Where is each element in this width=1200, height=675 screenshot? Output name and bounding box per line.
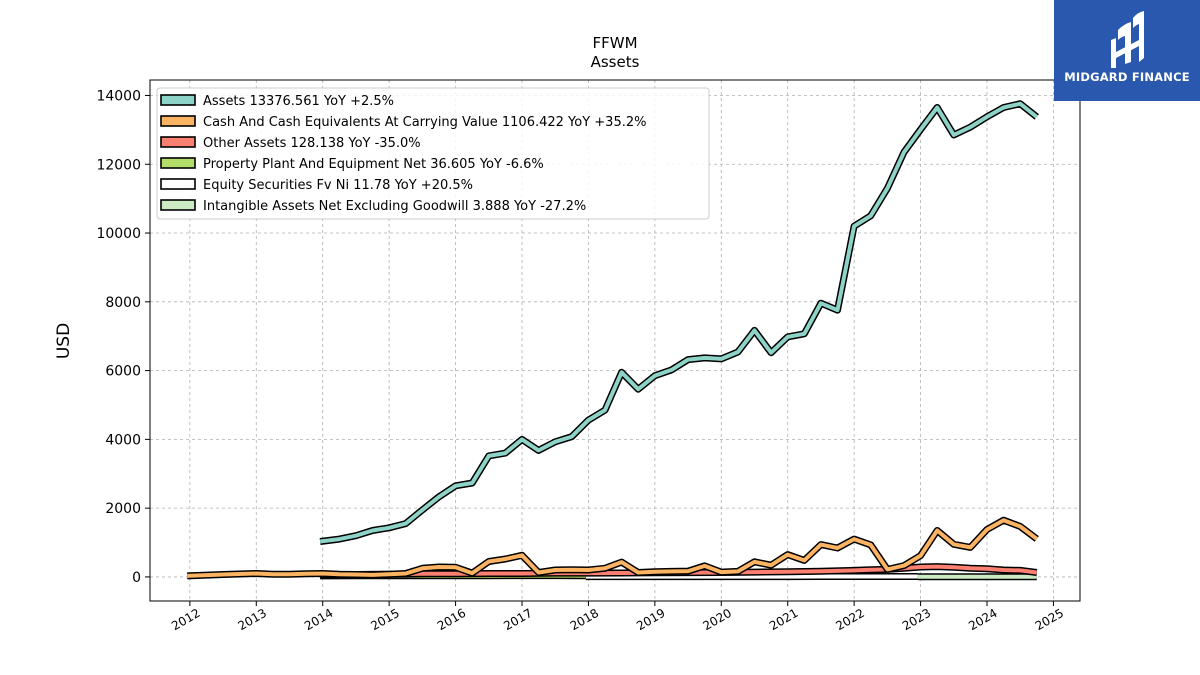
chart-subtitle: Assets xyxy=(591,53,640,71)
legend-swatch xyxy=(160,136,196,148)
series-line xyxy=(187,518,1039,578)
legend-label: Equity Securities Fv Ni 11.78 YoY +20.5% xyxy=(203,178,473,193)
y-tick-label: 0 xyxy=(132,570,141,586)
series-line xyxy=(319,101,1039,544)
plot-frame xyxy=(149,79,1081,602)
y-tick-label: 4000 xyxy=(105,432,141,448)
y-tick-label: 2000 xyxy=(105,501,141,517)
y-tick-label: 8000 xyxy=(105,295,141,311)
legend-swatch xyxy=(160,94,196,106)
legend-label: Other Assets 128.138 YoY -35.0% xyxy=(203,136,421,151)
y-tick-label: 14000 xyxy=(96,88,141,104)
y-tick-label: 10000 xyxy=(96,226,141,242)
legend-label: Property Plant And Equipment Net 36.605 … xyxy=(203,157,544,172)
legend-label: Cash And Cash Equivalents At Carrying Va… xyxy=(203,115,646,130)
y-axis-label: USD xyxy=(54,323,74,359)
series-layer xyxy=(187,100,1039,581)
brand-name: MIDGARD FINANCE xyxy=(1064,70,1190,84)
chart-title: FFWM xyxy=(592,34,637,52)
legend-label: Assets 13376.561 YoY +2.5% xyxy=(203,94,394,109)
legend-swatch xyxy=(160,115,196,127)
legend-swatch xyxy=(160,199,196,211)
legend-box xyxy=(156,87,710,220)
brand-logo: MIDGARD FINANCE xyxy=(1054,0,1200,101)
y-tick-label: 6000 xyxy=(105,364,141,380)
legend-label: Intangible Assets Net Excluding Goodwill… xyxy=(203,199,586,214)
brand-mark-icon xyxy=(1111,11,1144,68)
legend-swatch xyxy=(160,157,196,169)
y-axis-ticks: 0 2000 4000 6000 8000 10000 12000 14000 xyxy=(96,88,150,586)
y-tick-label: 12000 xyxy=(96,157,141,173)
legend-swatch xyxy=(160,178,196,190)
legend: Assets 13376.561 YoY +2.5% Cash And Cash … xyxy=(156,87,710,220)
